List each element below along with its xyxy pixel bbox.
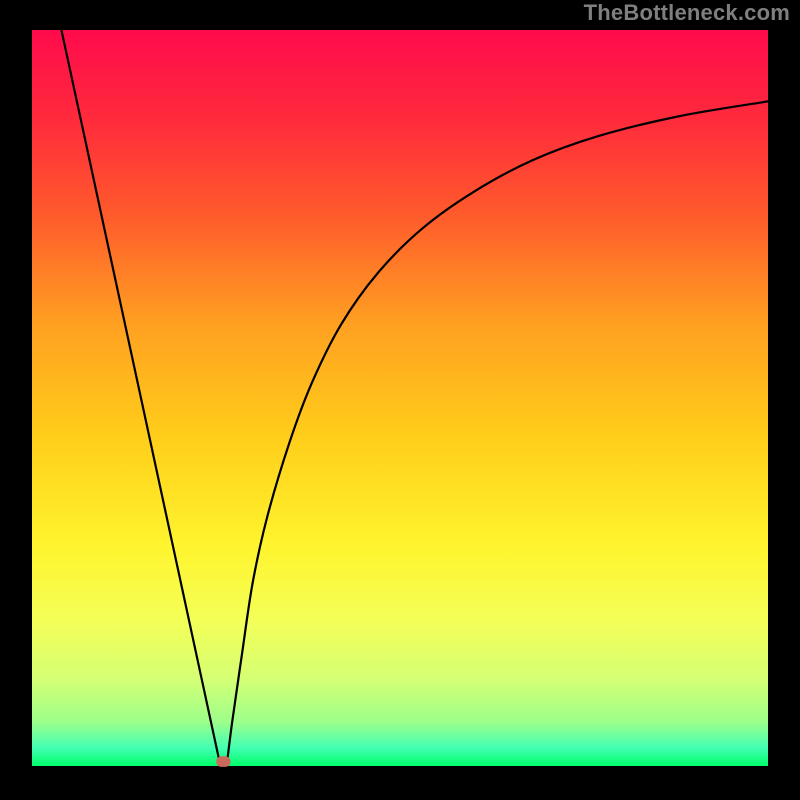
watermark-text: TheBottleneck.com <box>584 0 790 26</box>
plot-area <box>32 30 768 766</box>
chart-stage: TheBottleneck.com <box>0 0 800 800</box>
